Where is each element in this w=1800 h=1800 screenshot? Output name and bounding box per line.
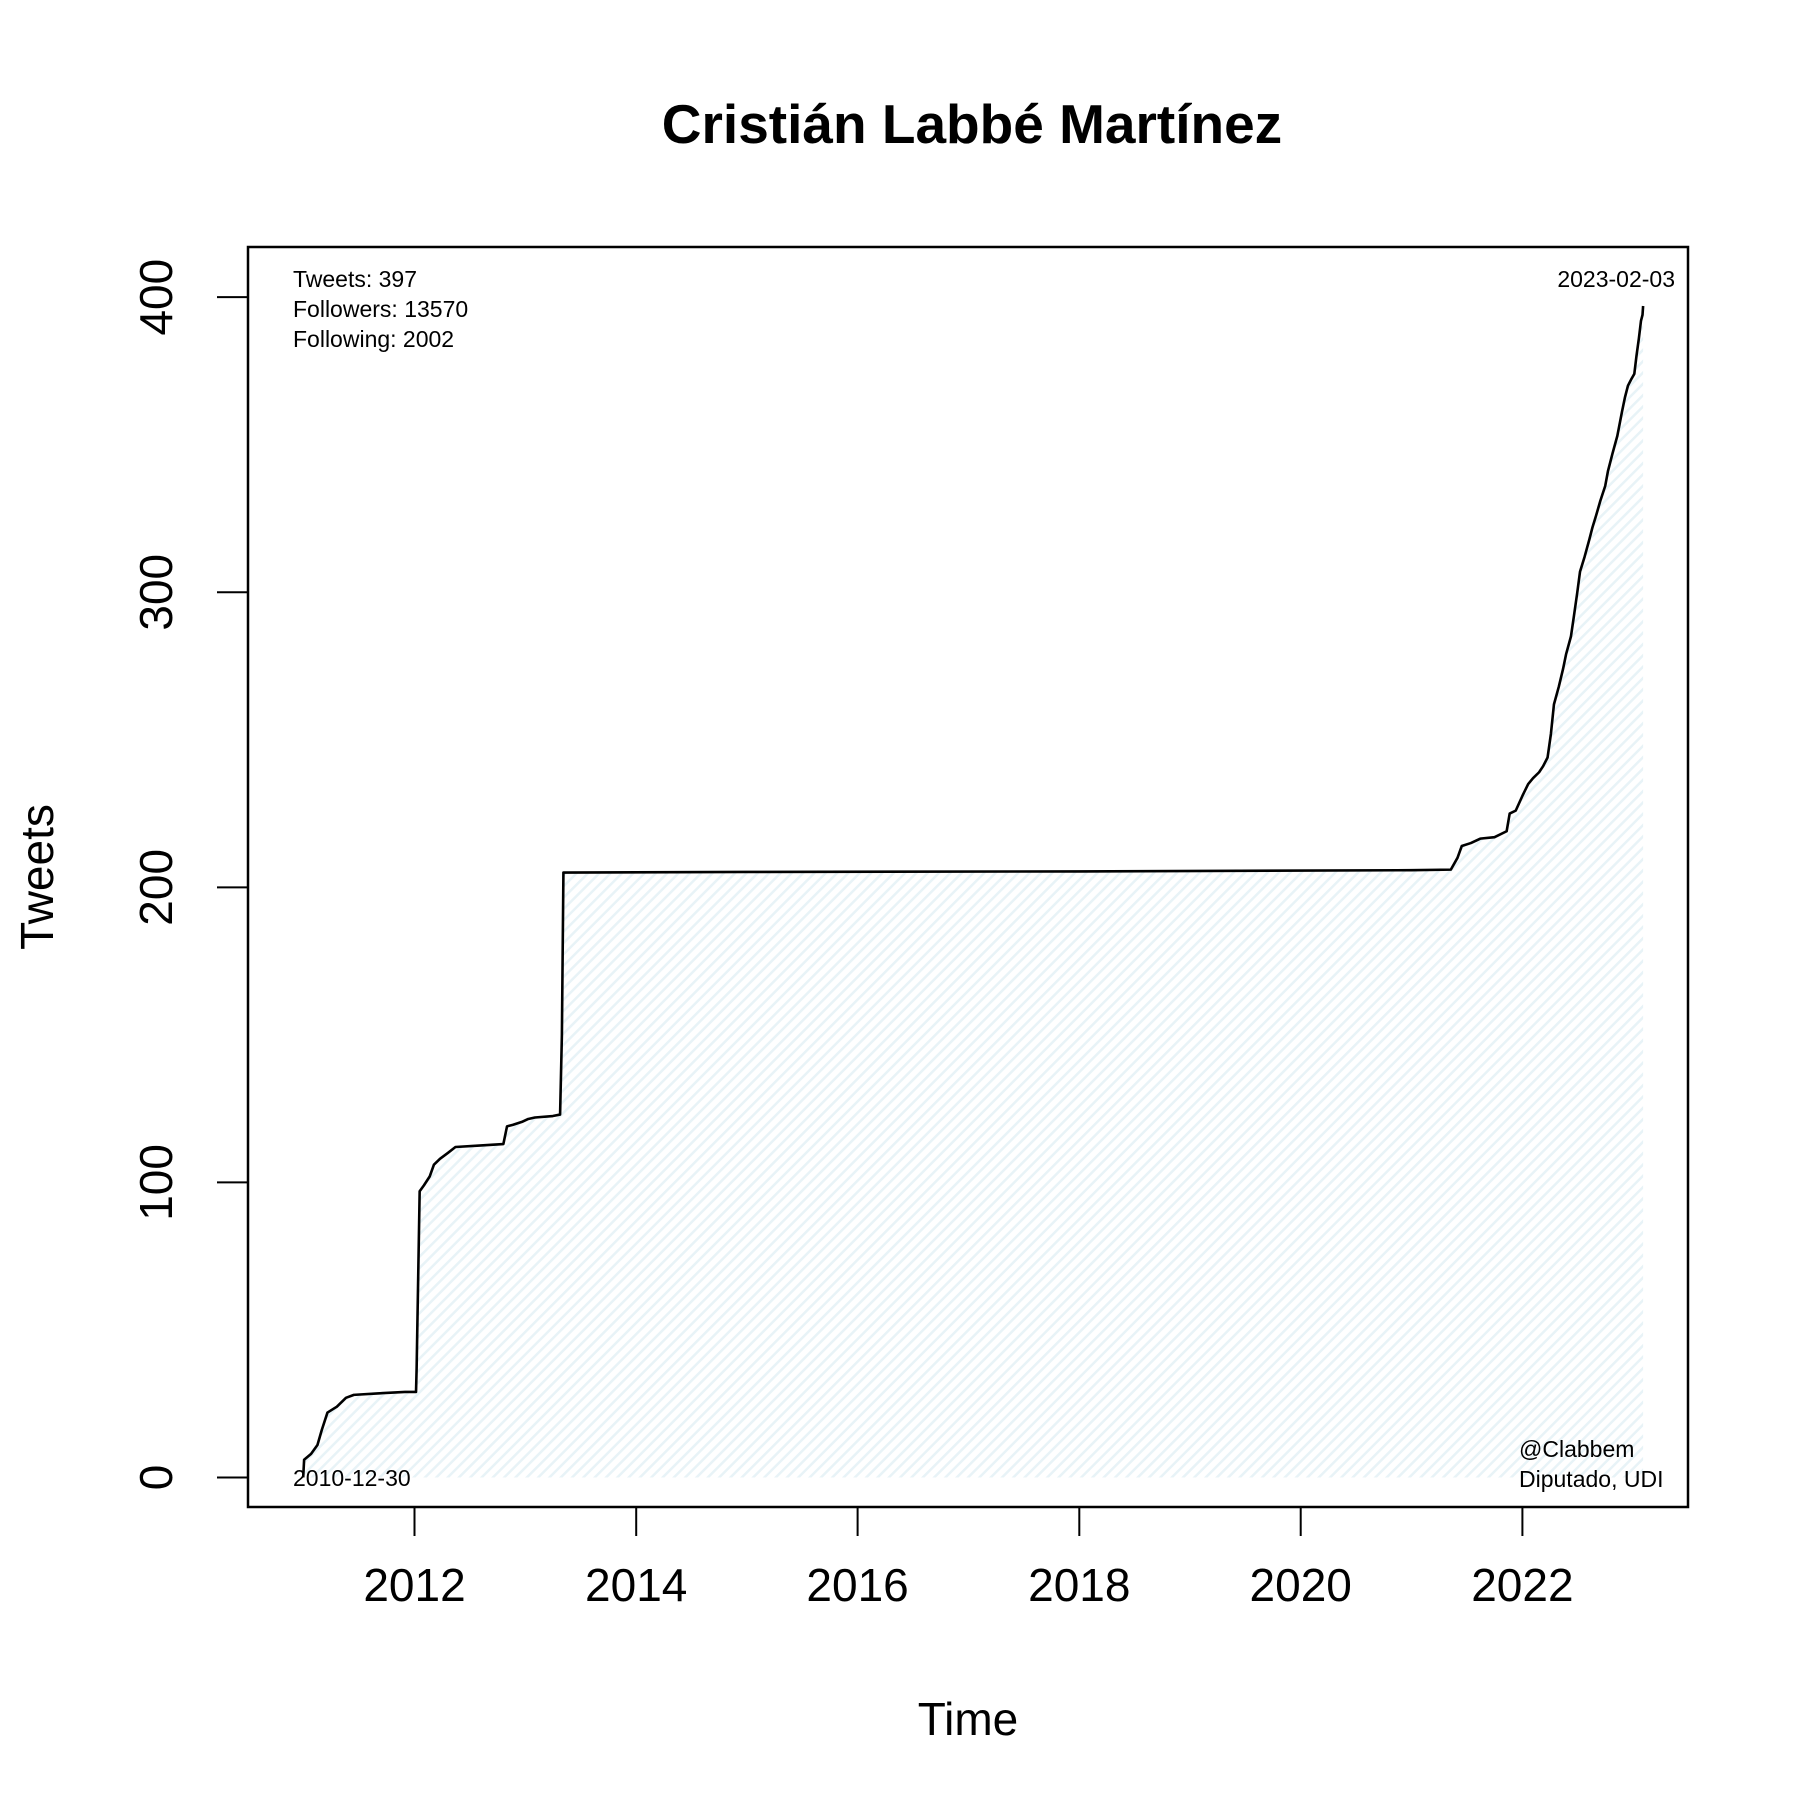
y-axis-label: Tweets [11, 804, 63, 950]
x-tick-label: 2014 [585, 1559, 687, 1611]
y-tick-label: 0 [130, 1465, 182, 1491]
start-date-label: 2010-12-30 [293, 1465, 411, 1491]
x-axis: 2012 2014 2016 2018 2020 2022 [363, 1506, 1574, 1611]
x-tick-label: 2020 [1250, 1559, 1352, 1611]
stat-followers: Followers: 13570 [293, 296, 468, 322]
y-tick-label: 300 [130, 554, 182, 631]
tweets-series-line [301, 305, 1645, 1478]
account-handle: @Clabbem [1519, 1436, 1634, 1462]
end-date-label: 2023-02-03 [1557, 266, 1675, 292]
plot-area [301, 305, 1645, 1478]
y-axis: 0 100 200 300 400 [130, 259, 249, 1491]
x-tick-label: 2012 [363, 1559, 465, 1611]
y-tick-label: 400 [130, 259, 182, 336]
y-tick-label: 200 [130, 849, 182, 926]
stat-tweets: Tweets: 397 [293, 266, 417, 292]
x-tick-label: 2018 [1028, 1559, 1130, 1611]
account-role: Diputado, UDI [1519, 1466, 1663, 1492]
stat-following: Following: 2002 [293, 326, 454, 352]
x-tick-label: 2016 [806, 1559, 908, 1611]
x-tick-label: 2022 [1471, 1559, 1573, 1611]
tweets-area-fill [303, 306, 1644, 1478]
chart-title: Cristián Labbé Martínez [662, 93, 1282, 155]
y-tick-label: 100 [130, 1144, 182, 1221]
x-axis-label: Time [918, 1693, 1019, 1745]
